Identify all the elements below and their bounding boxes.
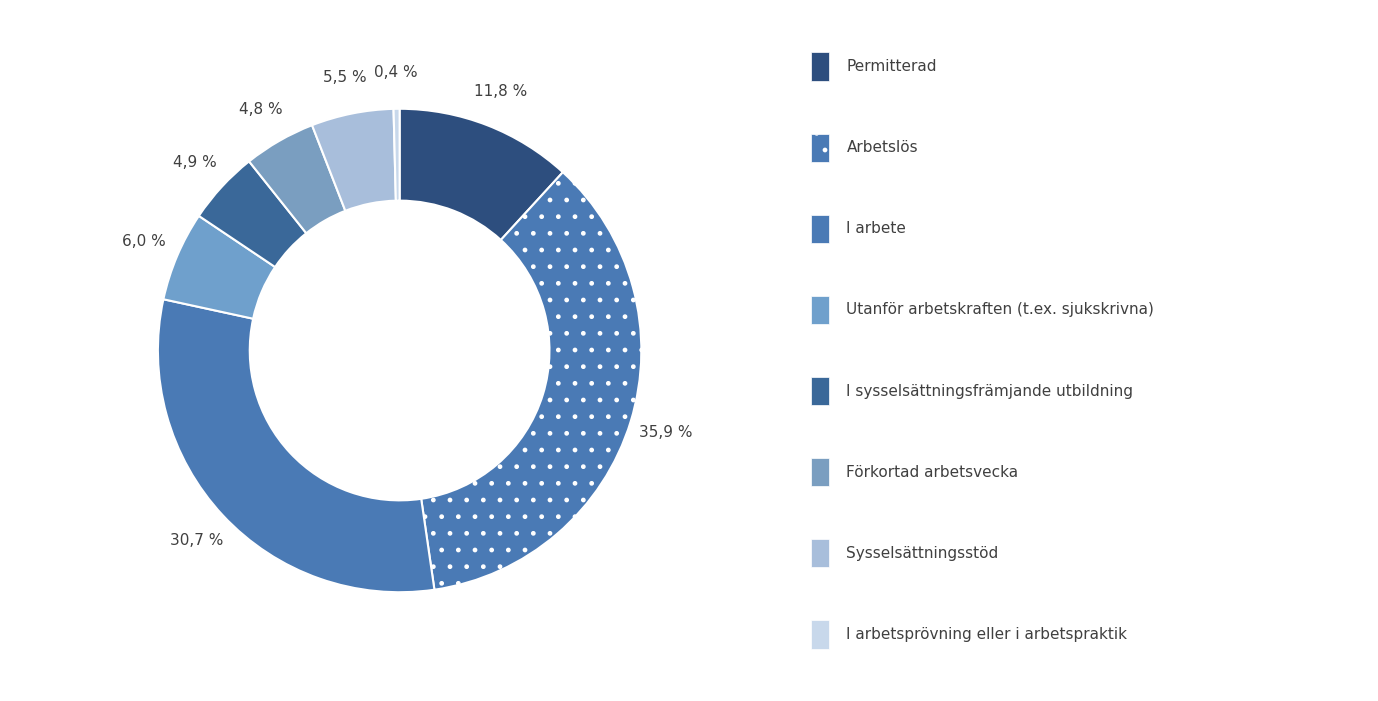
Text: 4,9 %: 4,9 % [174, 155, 218, 170]
FancyBboxPatch shape [810, 296, 830, 324]
Text: I sysselsättningsfrämjande utbildning: I sysselsättningsfrämjande utbildning [846, 383, 1134, 399]
Text: Arbetslös: Arbetslös [846, 140, 918, 155]
Text: Permitterad: Permitterad [846, 59, 937, 74]
Text: 4,8 %: 4,8 % [240, 102, 282, 117]
FancyBboxPatch shape [810, 133, 830, 162]
FancyBboxPatch shape [810, 539, 830, 568]
Text: 30,7 %: 30,7 % [169, 533, 223, 547]
Text: I arbetsprövning eller i arbetspraktik: I arbetsprövning eller i arbetspraktik [846, 627, 1127, 642]
FancyBboxPatch shape [810, 458, 830, 486]
FancyBboxPatch shape [810, 620, 830, 648]
Wedge shape [311, 109, 395, 211]
Text: Förkortad arbetsvecka: Förkortad arbetsvecka [846, 465, 1018, 479]
Text: 6,0 %: 6,0 % [121, 234, 165, 249]
Text: 11,8 %: 11,8 % [474, 84, 526, 99]
Wedge shape [198, 161, 306, 267]
FancyBboxPatch shape [810, 215, 830, 243]
Text: 5,5 %: 5,5 % [324, 70, 367, 86]
Wedge shape [158, 299, 434, 592]
Wedge shape [394, 109, 400, 200]
Text: Sysselsättningsstöd: Sysselsättningsstöd [846, 546, 999, 561]
Text: 35,9 %: 35,9 % [638, 425, 692, 440]
Text: Utanför arbetskraften (t.ex. sjukskrivna): Utanför arbetskraften (t.ex. sjukskrivna… [846, 302, 1155, 318]
Text: 0,4 %: 0,4 % [375, 65, 418, 80]
Wedge shape [422, 172, 641, 590]
FancyBboxPatch shape [810, 377, 830, 405]
Wedge shape [249, 125, 346, 233]
Wedge shape [164, 216, 276, 319]
Wedge shape [400, 109, 562, 240]
Text: I arbete: I arbete [846, 222, 907, 236]
FancyBboxPatch shape [810, 53, 830, 81]
